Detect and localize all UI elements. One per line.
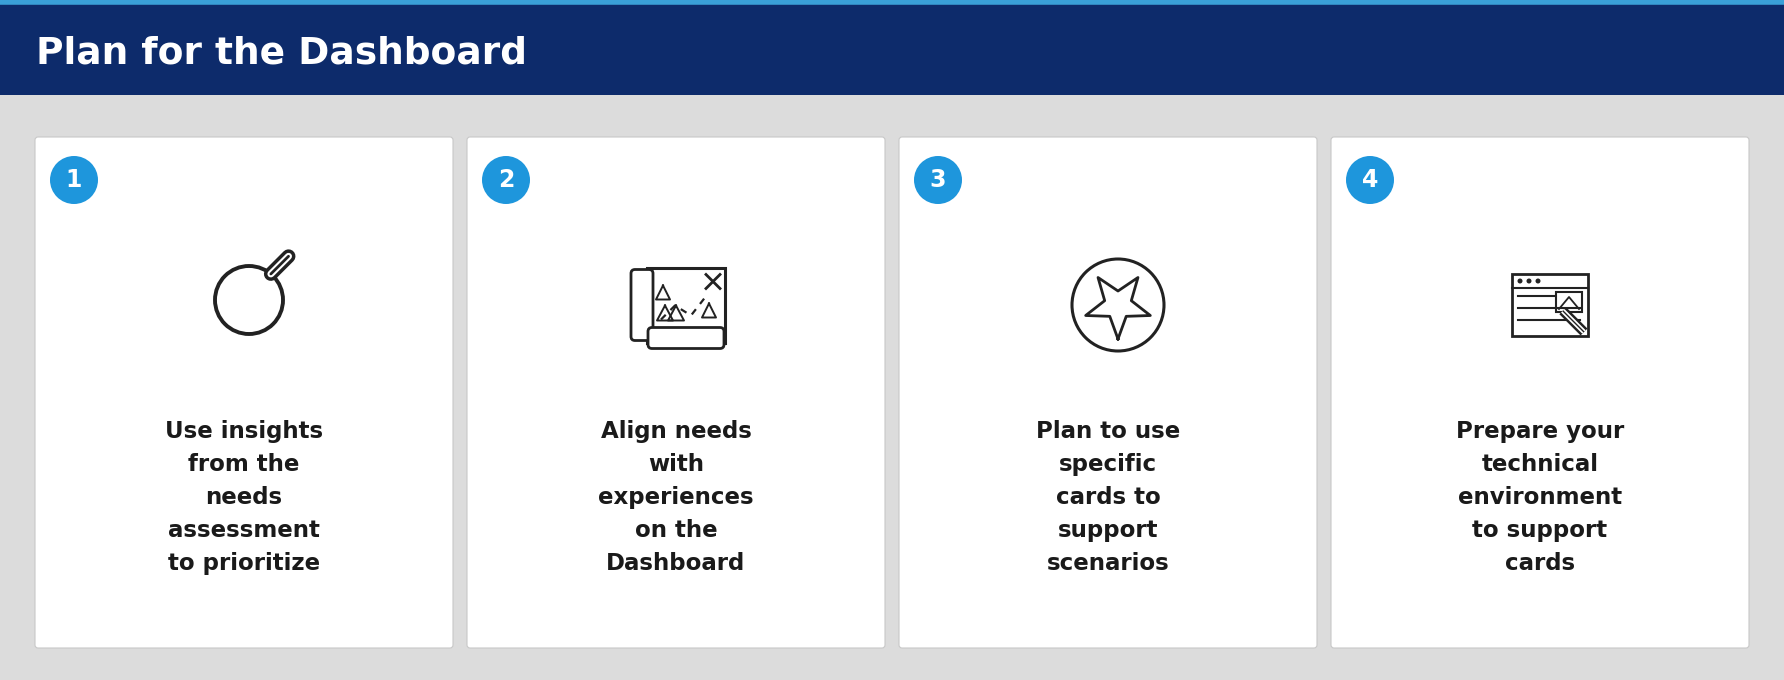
Text: Align needs
with
experiences
on the
Dashboard: Align needs with experiences on the Dash… (598, 420, 755, 575)
FancyBboxPatch shape (467, 137, 885, 648)
Text: 3: 3 (929, 168, 946, 192)
Text: Plan to use
specific
cards to
support
scenarios: Plan to use specific cards to support sc… (1037, 420, 1181, 575)
Circle shape (1518, 279, 1522, 284)
Circle shape (1527, 279, 1531, 284)
Circle shape (913, 156, 962, 204)
Circle shape (1345, 156, 1393, 204)
Circle shape (50, 156, 98, 204)
Text: 1: 1 (66, 168, 82, 192)
FancyBboxPatch shape (0, 0, 1784, 95)
FancyBboxPatch shape (632, 269, 653, 341)
Circle shape (482, 156, 530, 204)
Circle shape (1536, 279, 1541, 284)
Text: 2: 2 (498, 168, 514, 192)
Text: Plan for the Dashboard: Plan for the Dashboard (36, 35, 526, 71)
Text: Prepare your
technical
environment
to support
cards: Prepare your technical environment to su… (1456, 420, 1623, 575)
FancyBboxPatch shape (648, 328, 724, 348)
FancyBboxPatch shape (1331, 137, 1748, 648)
FancyBboxPatch shape (36, 137, 453, 648)
Text: 4: 4 (1361, 168, 1379, 192)
Text: Use insights
from the
needs
assessment
to prioritize: Use insights from the needs assessment t… (164, 420, 323, 575)
FancyBboxPatch shape (899, 137, 1317, 648)
